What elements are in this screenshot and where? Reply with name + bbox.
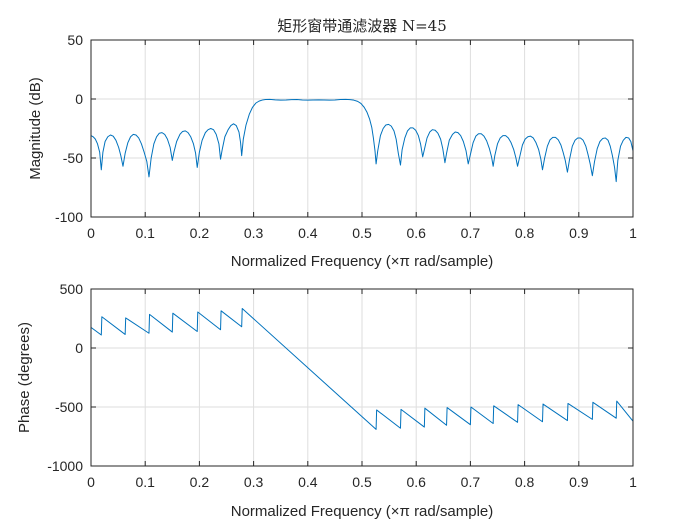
phase-x-tick-label: 1 bbox=[629, 474, 637, 490]
phase-x-tick-label: 0.4 bbox=[298, 474, 318, 490]
phase-x-tick-label: 0.6 bbox=[406, 474, 426, 490]
magnitude-series-line bbox=[91, 98, 633, 183]
phase-axes: 0 0.1 0.2 0.3 0.4 0.5 0.6 0.7 0.8 0.9 1 -1000 -500 0 5… bbox=[16, 281, 637, 520]
magnitude-x-tick-label: 0 bbox=[87, 225, 95, 241]
magnitude-y-tick-label: -50 bbox=[63, 150, 83, 166]
magnitude-x-tick-label: 1 bbox=[629, 225, 637, 241]
magnitude-x-tick-label: 0.8 bbox=[515, 225, 535, 241]
phase-series bbox=[91, 307, 633, 430]
phase-x-tick-label: 0.5 bbox=[352, 474, 372, 490]
phase-y-tick-label: -500 bbox=[55, 399, 83, 415]
phase-x-tick-label: 0.8 bbox=[515, 474, 535, 490]
magnitude-x-tick-label: 0.1 bbox=[135, 225, 155, 241]
magnitude-y-tick-label: 0 bbox=[75, 91, 83, 107]
phase-y-tick-label: 500 bbox=[60, 281, 84, 297]
magnitude-y-tick-label: 50 bbox=[67, 32, 83, 48]
magnitude-x-tick-label: 0.6 bbox=[406, 225, 426, 241]
chart-title: 矩形窗带通滤波器 N=45 bbox=[277, 17, 447, 35]
phase-x-tick-label: 0 bbox=[87, 474, 95, 490]
magnitude-x-tick-label: 0.5 bbox=[352, 225, 372, 241]
magnitude-axes: 0 0.1 0.2 0.3 0.4 0.5 0.6 0.7 0.8 0.9 1-100-50050 … bbox=[27, 17, 637, 270]
phase-x-tick-label: 0.7 bbox=[461, 474, 481, 490]
magnitude-ticks: 0 0.1 0.2 0.3 0.4 0.5 0.6 0.7 0.8 0.9 1 -100 -50 0 50 bbox=[55, 32, 637, 241]
magnitude-x-tick-label: 0.2 bbox=[190, 225, 210, 241]
magnitude-x-tick-label: 0.3 bbox=[244, 225, 264, 241]
phase-x-tick-label: 0.9 bbox=[569, 474, 589, 490]
phase-y-axis-label: Phase (degrees) bbox=[16, 322, 33, 433]
phase-series-line bbox=[91, 307, 633, 430]
magnitude-series bbox=[91, 98, 633, 183]
phase-x-tick-label: 0.2 bbox=[190, 474, 210, 490]
magnitude-x-axis-label: Normalized Frequency (×π rad/sample) bbox=[231, 253, 494, 270]
phase-x-tick-label: 0.3 bbox=[244, 474, 264, 490]
magnitude-x-tick-label: 0.7 bbox=[461, 225, 481, 241]
magnitude-y-tick-label: -100 bbox=[55, 209, 83, 225]
phase-y-tick-label: 0 bbox=[75, 340, 83, 356]
magnitude-x-tick-label: 0.4 bbox=[298, 225, 318, 241]
phase-ticks: 0 0.1 0.2 0.3 0.4 0.5 0.6 0.7 0.8 0.9 1 -1000 -500 0 5… bbox=[47, 281, 637, 490]
phase-y-tick-label: -1000 bbox=[47, 458, 83, 474]
phase-x-tick-label: 0.1 bbox=[135, 474, 155, 490]
magnitude-x-tick-label: 0.9 bbox=[569, 225, 589, 241]
phase-x-axis-label: Normalized Frequency (×π rad/sample) bbox=[231, 503, 494, 520]
magnitude-y-axis-label: Magnitude (dB) bbox=[27, 77, 44, 180]
